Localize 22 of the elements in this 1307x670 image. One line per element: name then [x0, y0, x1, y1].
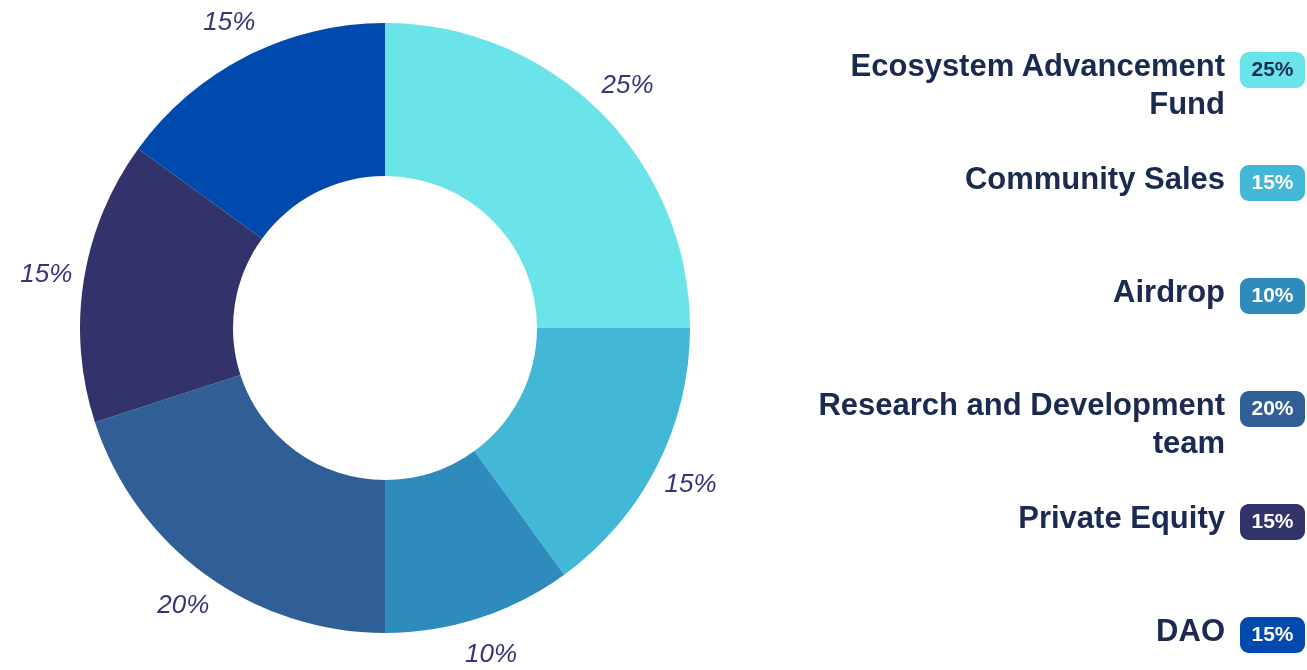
text: 10%: [1251, 283, 1294, 306]
legend-label: Private Equity: [1018, 500, 1226, 535]
legend-label: DAO: [1156, 613, 1225, 648]
legend-label: Airdrop: [1113, 274, 1225, 309]
donut-slice: [385, 450, 565, 633]
donut-slice: [385, 23, 690, 328]
data-label: 15%: [203, 6, 256, 37]
text: 15%: [1251, 509, 1294, 532]
legend-label: Ecosystem Advancement Fund: [850, 48, 1225, 121]
data-label: 25%: [600, 69, 654, 100]
data-label: 20%: [156, 589, 210, 620]
data-label: 10%: [464, 638, 518, 669]
text: 25%: [1251, 57, 1294, 80]
text: 15%: [1251, 170, 1294, 193]
legend-label: Community Sales: [964, 161, 1225, 196]
donut-slice: [80, 148, 263, 423]
legend-label: Research and Development team: [818, 387, 1225, 460]
data-label: 15%: [664, 467, 717, 498]
text: 15%: [1251, 622, 1294, 645]
text: 20%: [1251, 396, 1294, 419]
data-label: 15%: [20, 258, 73, 289]
donut-slice: [94, 374, 385, 633]
